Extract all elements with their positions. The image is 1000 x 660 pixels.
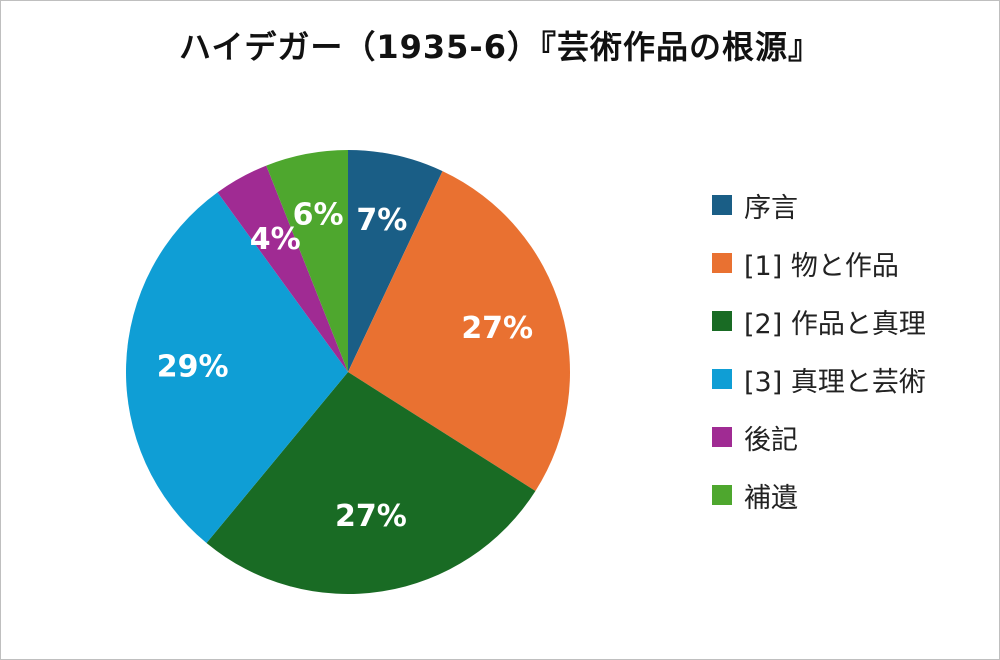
pie-slice-6 xyxy=(266,150,348,372)
legend: 序言 [1] 物と作品 [2] 作品と真理 [3] 真理と芸術 後記補遺 xyxy=(712,176,992,524)
slice-data-label-1: 7% xyxy=(356,203,407,238)
legend-swatch xyxy=(712,311,732,331)
legend-label: [3] 真理と芸術 xyxy=(744,366,926,398)
legend-item-5: 後記 xyxy=(712,408,992,466)
legend-swatch xyxy=(712,485,732,505)
legend-item-2: [1] 物と作品 xyxy=(712,234,992,292)
chart-title: ハイデガー（1935-6）『芸術作品の根源』 xyxy=(179,28,821,66)
slice-data-label-2: 27% xyxy=(461,311,533,346)
legend-swatch xyxy=(712,369,732,389)
legend-item-3: [2] 作品と真理 xyxy=(712,292,992,350)
pie-slice-1 xyxy=(348,150,443,372)
slice-data-label-4: 29% xyxy=(157,350,229,385)
legend-swatch xyxy=(712,253,732,273)
pie-slice-3 xyxy=(206,372,536,595)
pie-slice-5 xyxy=(217,165,348,372)
legend-item-1: 序言 xyxy=(712,176,992,234)
legend-label: 補遺 xyxy=(744,482,798,514)
legend-item-6: 補遺 xyxy=(712,466,992,524)
legend-label: [1] 物と作品 xyxy=(744,250,899,282)
slice-data-label-3: 27% xyxy=(335,499,407,534)
legend-label: 序言 xyxy=(744,192,798,224)
pie-slice-4 xyxy=(125,192,348,544)
legend-swatch xyxy=(712,427,732,447)
legend-label: 後記 xyxy=(744,424,798,456)
legend-item-4: [3] 真理と芸術 xyxy=(712,350,992,408)
slice-data-label-6: 6% xyxy=(293,197,344,232)
slice-data-label-5: 4% xyxy=(250,222,301,257)
legend-label: [2] 作品と真理 xyxy=(744,308,926,340)
legend-swatch xyxy=(712,195,732,215)
pie-slice-2 xyxy=(348,171,570,491)
